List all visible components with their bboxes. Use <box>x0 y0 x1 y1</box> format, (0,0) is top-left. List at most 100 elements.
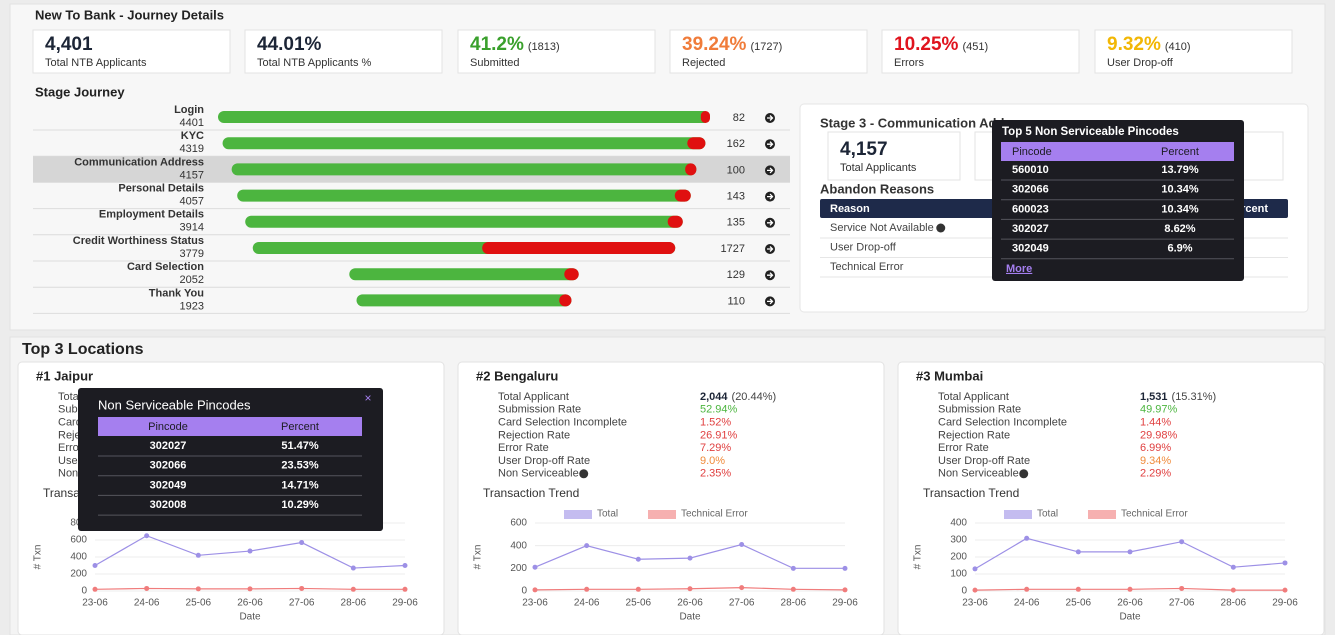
legend-swatch <box>1004 510 1032 519</box>
stat-value: 2.35% <box>700 468 731 480</box>
x-tick-label: 29-06 <box>832 598 858 609</box>
stat-extra: (20.44%) <box>732 391 777 403</box>
percent: 13.79% <box>1161 164 1199 176</box>
table-header-cell: Reason <box>830 203 870 215</box>
stage-name: Personal Details <box>118 183 204 195</box>
data-point <box>790 565 796 571</box>
x-tick-label: 25-06 <box>1066 598 1092 609</box>
section-title: New To Bank - Journey Details <box>35 7 224 22</box>
pincode: 302049 <box>1012 243 1049 255</box>
info-icon[interactable] <box>579 469 589 479</box>
y-tick-label: 600 <box>70 535 87 546</box>
x-tick-label: 26-06 <box>237 598 263 609</box>
x-tick-label: 25-06 <box>186 598 212 609</box>
stage-count: 3779 <box>180 248 204 260</box>
stage-count: 4401 <box>180 117 204 129</box>
data-point <box>144 533 150 539</box>
stat-value: 1.44% <box>1140 417 1171 429</box>
kpi-count: (1727) <box>750 41 782 53</box>
x-tick-label: 24-06 <box>574 598 600 609</box>
percent: 51.47% <box>281 440 319 452</box>
popup-title: Non Serviceable Pincodes <box>98 397 251 412</box>
stat-label: Card Selection Incomplete <box>938 417 1067 429</box>
x-tick-label: 23-06 <box>82 598 108 609</box>
data-point <box>247 586 253 592</box>
data-point <box>1179 585 1185 591</box>
percent: 23.53% <box>281 460 319 472</box>
data-point <box>195 586 201 592</box>
arrow-glyph <box>767 219 774 226</box>
stat-value: 2.29% <box>1140 468 1171 480</box>
kpi-value: 10.25% <box>894 34 959 55</box>
stage-bar <box>231 163 697 176</box>
close-button[interactable]: × <box>364 391 371 405</box>
stage-drop-bar <box>559 294 572 307</box>
reason-label: User Drop-off <box>830 241 897 253</box>
card-title: #2 Bengaluru <box>476 368 558 383</box>
data-point <box>635 586 641 592</box>
x-tick-label: 29-06 <box>1272 598 1298 609</box>
stage-name: KYC <box>181 130 204 142</box>
y-axis-label: # Txn <box>473 545 484 570</box>
y-tick-label: 600 <box>510 518 527 529</box>
data-point <box>1127 586 1133 592</box>
data-point <box>584 586 590 592</box>
pincode: 302027 <box>150 440 187 452</box>
y-axis-label: # Txn <box>33 545 44 570</box>
y-tick-label: 0 <box>81 586 87 597</box>
stage-bar <box>356 294 572 307</box>
data-point <box>1075 549 1081 555</box>
arrow-glyph <box>767 115 774 121</box>
card-title: #3 Mumbai <box>916 368 983 383</box>
tooltip-table-header <box>1001 142 1234 161</box>
stat-label: Total Applicants <box>840 162 917 174</box>
percent: 14.71% <box>281 479 319 491</box>
stage-drop-bar <box>564 268 579 281</box>
stage-name: Card Selection <box>127 261 204 273</box>
x-tick-label: 28-06 <box>1221 598 1247 609</box>
stat-value: 29.98% <box>1140 429 1178 441</box>
x-tick-label: 24-06 <box>1014 598 1040 609</box>
section-subtitle: Stage Journey <box>35 84 125 99</box>
reason-label: Service Not Available <box>830 222 934 234</box>
pincode: 302066 <box>1012 184 1049 196</box>
y-tick-label: 400 <box>510 540 527 551</box>
stage-drop-bar <box>700 111 710 123</box>
data-point <box>1230 587 1236 593</box>
x-tick-label: 28-06 <box>341 598 367 609</box>
kpi-card <box>669 29 868 74</box>
y-tick-label: 200 <box>950 552 967 563</box>
data-point <box>1282 560 1288 566</box>
stage-count: 3914 <box>180 222 204 234</box>
stage-drop: 129 <box>727 269 745 281</box>
data-point <box>299 540 305 546</box>
pincode: 302066 <box>150 460 187 472</box>
stage-drop: 110 <box>727 295 745 307</box>
stat-label: Submission Rate <box>498 404 581 416</box>
stat-value: 4,157 <box>840 139 888 160</box>
kpi-value: 41.2% <box>470 34 524 55</box>
data-point <box>299 585 305 591</box>
stage-count: 4319 <box>180 143 204 155</box>
stat-value: 7.29% <box>700 442 731 454</box>
kpi-count: (1813) <box>528 41 560 53</box>
stat-label: Non Serviceable <box>498 468 579 480</box>
arrow-glyph <box>767 246 774 252</box>
info-icon[interactable] <box>936 223 946 233</box>
stage-name: Login <box>174 104 204 116</box>
y-tick-label: 200 <box>70 569 87 580</box>
info-icon[interactable] <box>1019 469 1029 479</box>
data-point <box>532 564 538 570</box>
stat-value: 1.52% <box>700 417 731 429</box>
x-tick-label: 26-06 <box>677 598 703 609</box>
stat-label: Total Applicant <box>938 391 1009 403</box>
x-tick-label: 27-06 <box>1169 598 1195 609</box>
stat-value: 1,531 <box>1140 391 1168 403</box>
kpi-value: 9.32% <box>1107 34 1161 55</box>
more-link[interactable]: More <box>1006 263 1032 275</box>
table-header-cell: Pincode <box>1012 146 1052 158</box>
kpi-label: Rejected <box>682 57 725 69</box>
legend-label: Total <box>1037 509 1058 520</box>
y-tick-label: 400 <box>950 518 967 529</box>
